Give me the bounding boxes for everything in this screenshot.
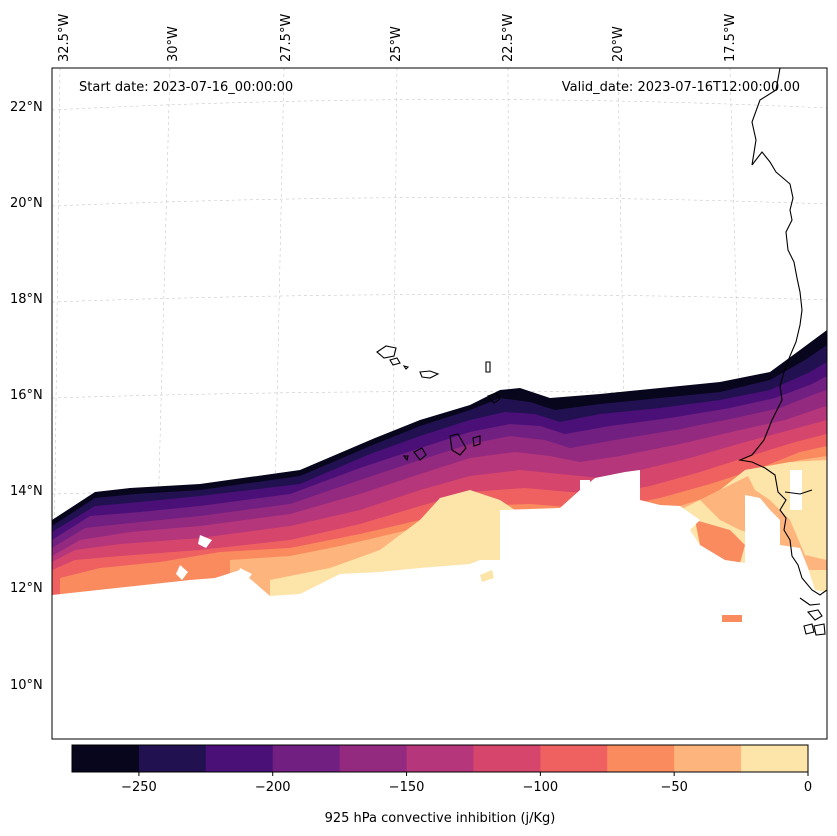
lat-label: 12°N	[10, 581, 43, 596]
lon-label: 27.5°W	[279, 14, 294, 62]
missing-data-mask	[52, 470, 827, 739]
cape-verde-sal	[485, 361, 491, 373]
lat-label: 18°N	[10, 292, 43, 307]
colorbar-segment	[406, 745, 474, 772]
colorbar-segment	[272, 745, 341, 772]
colorbar-segment	[741, 745, 809, 772]
colorbar-segment	[138, 745, 207, 772]
colorbar-tick-label: −100	[523, 780, 559, 795]
cape-verde-boa-vista	[487, 392, 501, 404]
cin-patch-land-inner	[745, 462, 827, 560]
colorbar-tick-label: −50	[660, 780, 687, 795]
lat-label: 22°N	[10, 100, 43, 115]
colorbar-frame	[71, 744, 809, 773]
cape-verde-maio	[472, 435, 481, 447]
lon-label: 25°W	[389, 26, 404, 62]
cape-verde-santo-antao	[376, 345, 397, 359]
colorbar-tick-label: −200	[255, 780, 291, 795]
coast-detail-south	[799, 597, 821, 606]
colorbar-tick-label: −250	[121, 780, 157, 795]
lat-label: 10°N	[10, 678, 43, 693]
cape-verde-brava	[402, 455, 409, 462]
lon-label: 20°W	[611, 26, 626, 62]
colorbar-segment	[205, 745, 274, 772]
gambia-river	[784, 489, 813, 495]
cape-verde-sao-vicente	[389, 357, 401, 366]
lon-label: 32.5°W	[57, 14, 72, 62]
west-africa-coastline	[738, 68, 827, 596]
colorbar-segment	[473, 745, 541, 772]
cape-verde-fogo	[413, 447, 427, 461]
colorbar-segment	[674, 745, 742, 772]
cape-verde-santa-luzia	[402, 365, 410, 370]
colorbar-tick-label: −150	[389, 780, 425, 795]
colorbar-label: 925 hPa convective inhibition (j/Kg)	[325, 811, 556, 826]
colorbar-segment	[607, 745, 675, 772]
colorbar-segment	[540, 745, 608, 772]
colorbar-segment	[339, 745, 408, 772]
lat-label: 20°N	[10, 196, 43, 211]
cape-verde-santiago	[449, 433, 467, 456]
coastlines	[376, 68, 827, 636]
lat-label: 14°N	[10, 484, 43, 499]
colorbar: −250 −200 −150 −100 −50 0	[71, 744, 812, 795]
start-date-label: Start date: 2023-07-16_00:00:00	[79, 80, 293, 95]
bijagos-islands	[803, 609, 826, 636]
map-frame	[51, 67, 828, 740]
longitude-labels: 32.5°W 30°W 27.5°W 25°W 22.5°W 20°W 17.5…	[57, 14, 738, 62]
colorbar-tick-label: 0	[804, 780, 812, 795]
map-panel	[52, 68, 827, 739]
latitude-labels: 22°N 20°N 18°N 16°N 14°N 12°N 10°N	[10, 100, 43, 693]
lon-label: 17.5°W	[723, 14, 738, 62]
lon-label: 30°W	[166, 26, 181, 62]
colorbar-segment	[72, 745, 140, 772]
cape-verde-sao-nicolau	[419, 370, 440, 379]
lat-label: 16°N	[10, 388, 43, 403]
lon-label: 22.5°W	[501, 14, 516, 62]
valid-date-label: Valid_date: 2023-07-16T12:00:00.00	[562, 80, 800, 95]
